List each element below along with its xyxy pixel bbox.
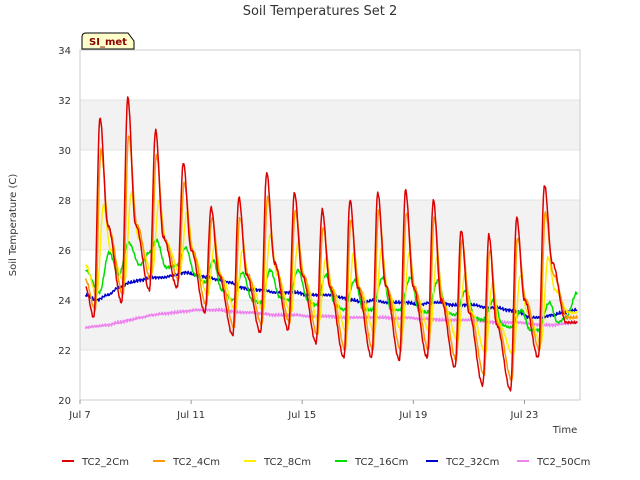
chart-title: Soil Temperatures Set 2 [243,4,398,19]
plot-frame [79,49,581,401]
x-tick-label: Jul 15 [287,410,316,421]
y-tick-label: 32 [58,96,71,107]
legend-label: TC2_50Cm [536,457,590,468]
series-line-tc2_50cm [84,307,578,330]
legend-label: TC2_8Cm [263,457,311,468]
legend-item: TC2_16Cm [335,457,408,468]
legend-label: TC2_4Cm [172,457,220,468]
site-badge: SI_met [81,32,135,50]
y-tick-label: 20 [58,396,71,407]
series-line-tc2_2cm [85,96,578,392]
y-tick-label: 22 [58,346,71,357]
legend-item: TC2_8Cm [244,457,311,468]
plot-band [80,350,580,400]
x-tick-label: Jul 7 [68,410,91,421]
legend-item: TC2_32Cm [426,457,499,468]
y-tick-label: 34 [58,46,71,57]
x-tick-label: Jul 23 [509,410,538,421]
y-tick-label: 30 [58,146,71,157]
series-lines [84,96,578,392]
y-axis-label: Soil Temperature (C) [8,174,19,277]
x-axis-ticks: Jul 7 Jul 11 Jul 15 Jul 19 Jul 23 [68,400,538,421]
legend-label: TC2_32Cm [445,457,499,468]
y-axis-ticks: 20 22 24 26 28 30 32 34 [58,46,71,407]
plot-band [80,100,580,150]
legend-item: TC2_4Cm [153,457,220,468]
x-tick-label: Jul 19 [398,410,427,421]
plot-band [80,150,580,200]
x-axis-label: Time [552,425,577,436]
y-tick-label: 26 [58,246,71,257]
x-tick-label: Jul 11 [176,410,205,421]
legend-label: TC2_2Cm [81,457,129,468]
legend-label: TC2_16Cm [354,457,408,468]
legend: TC2_2Cm TC2_4Cm TC2_8Cm TC2_16Cm TC2_32Cm TC2… [62,457,590,468]
legend-item: TC2_50Cm [517,457,590,468]
plot-band [80,50,580,100]
site-badge-label: SI_met [89,37,127,48]
y-tick-label: 28 [58,196,71,207]
y-tick-label: 24 [58,296,71,307]
legend-item: TC2_2Cm [62,457,129,468]
